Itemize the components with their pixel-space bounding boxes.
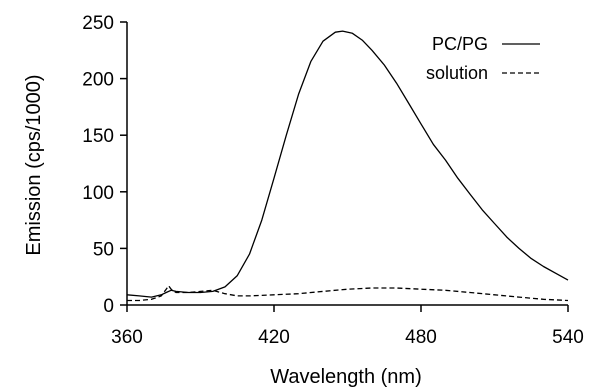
y-tick-label: 200 — [82, 70, 114, 91]
x-tick-label: 540 — [552, 327, 584, 348]
y-tick-label: 0 — [103, 296, 114, 317]
y-tick-label: 250 — [82, 13, 114, 34]
x-tick-label: 480 — [405, 327, 437, 348]
legend-label-solution: solution — [426, 63, 488, 83]
x-tick-label: 360 — [111, 327, 143, 348]
legend-label-pcpg: PC/PG — [432, 34, 488, 54]
y-tick-label: 150 — [82, 126, 114, 147]
axes — [126, 22, 568, 306]
x-axis-title: Wavelength (nm) — [270, 366, 422, 388]
legend: PC/PG solution — [426, 34, 540, 83]
y-tick-label: 50 — [93, 239, 114, 260]
y-axis-ticks: 0 50 100 150 200 250 — [82, 13, 127, 317]
y-tick-label: 100 — [82, 183, 114, 204]
x-axis-ticks: 360 420 480 540 — [111, 305, 584, 348]
y-axis-title: Emission (cps/1000) — [23, 74, 45, 255]
series-layer — [126, 30, 569, 302]
series-line-solution — [127, 285, 569, 302]
x-tick-label: 420 — [258, 327, 290, 348]
series-line-pcpg — [126, 30, 569, 298]
